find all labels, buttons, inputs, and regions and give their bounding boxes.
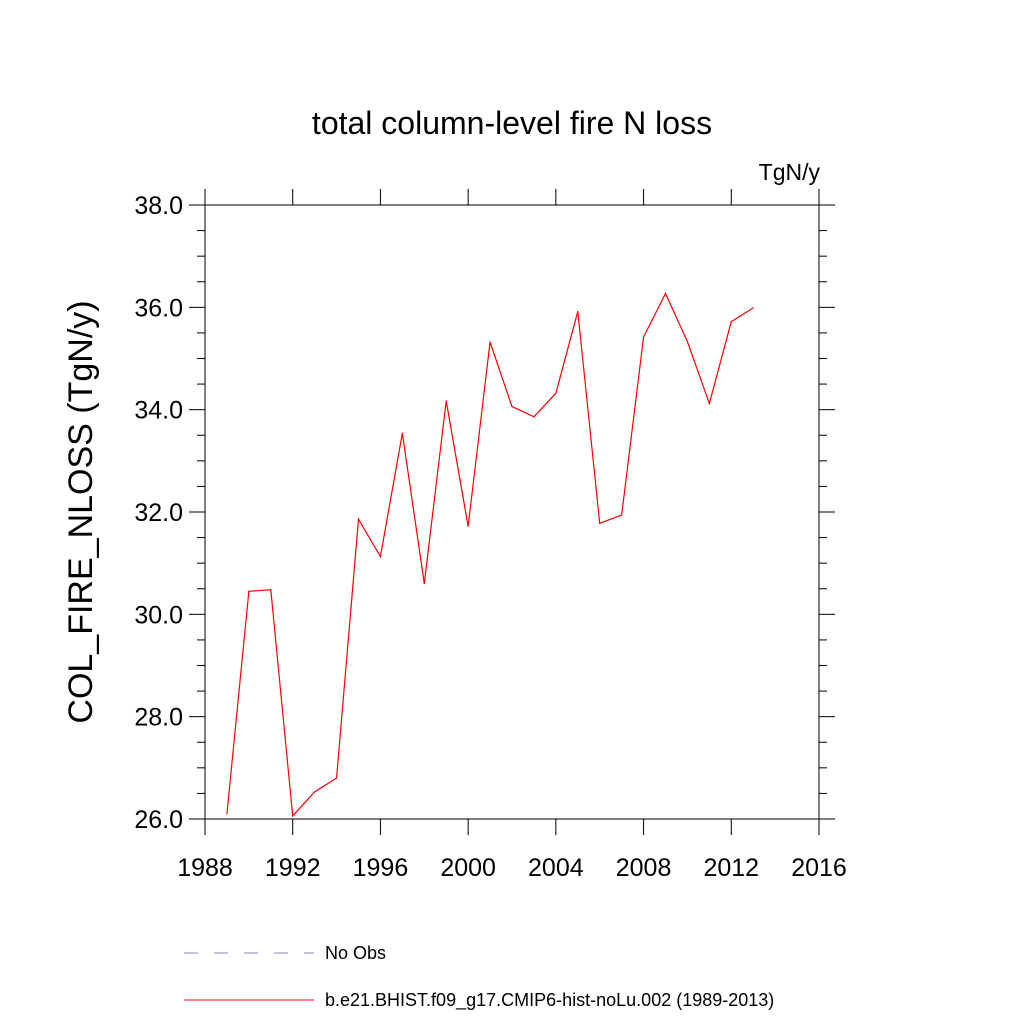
data-point: [335, 777, 338, 779]
x-tick-label: 2016: [791, 854, 847, 882]
data-point: [467, 525, 469, 527]
y-tick-label: 26.0: [134, 806, 183, 834]
x-tick-label: 2008: [616, 854, 672, 882]
data-point: [730, 321, 732, 323]
y-tick-label: 34.0: [134, 397, 183, 425]
x-tick-label: 2004: [528, 854, 584, 882]
y-tick-label: 38.0: [134, 192, 183, 220]
data-point: [621, 514, 623, 516]
data-point: [511, 405, 513, 408]
legend-label: No Obs: [325, 943, 386, 963]
axes: 26.0 28.0 30.0 32.0 34.0 36.0 38.0 1988 1992 1996…: [134, 189, 847, 882]
data-point: [445, 400, 447, 402]
data-point: [555, 392, 557, 394]
data-point: [423, 583, 425, 585]
data-point: [642, 336, 645, 338]
y-tick-label: 32.0: [134, 499, 183, 527]
data-point: [686, 341, 689, 343]
y-tick-label: 30.0: [134, 601, 183, 629]
data-point: [708, 402, 710, 405]
x-tick-label: 1996: [353, 854, 409, 882]
data-point: [489, 341, 491, 343]
data-point: [401, 432, 403, 434]
data-point: [226, 813, 228, 815]
data-point: [248, 590, 250, 592]
data-point: [270, 589, 272, 591]
data-point: [292, 815, 294, 817]
data-point: [314, 791, 316, 793]
data-point: [577, 310, 579, 313]
legend: No Obs b.e21.BHIST.f09_g17.CMIP6-hist-noL…: [184, 943, 774, 1011]
data-point: [379, 555, 382, 558]
data-point: [599, 522, 601, 524]
data-point: [357, 518, 360, 520]
x-tick-label: 2000: [440, 854, 496, 882]
data-point: [752, 307, 754, 309]
chart-title: total column-level fire N loss: [312, 105, 712, 141]
y-tick-label: 36.0: [134, 294, 183, 322]
x-tick-label: 2012: [703, 854, 759, 882]
data-point: [664, 292, 667, 295]
units-label: TgN/y: [759, 159, 821, 185]
y-tick-label: 28.0: [134, 704, 183, 732]
legend-label: b.e21.BHIST.f09_g17.CMIP6-hist-noLu.002 …: [325, 990, 774, 1011]
series-line: [226, 292, 754, 818]
data-point: [533, 416, 535, 418]
series-layer: [226, 292, 754, 818]
x-tick-label: 1992: [265, 854, 321, 882]
y-axis-label: COL_FIRE_NLOSS (TgN/y): [62, 300, 100, 723]
plot-frame: [204, 204, 820, 820]
x-tick-label: 1988: [177, 854, 233, 882]
